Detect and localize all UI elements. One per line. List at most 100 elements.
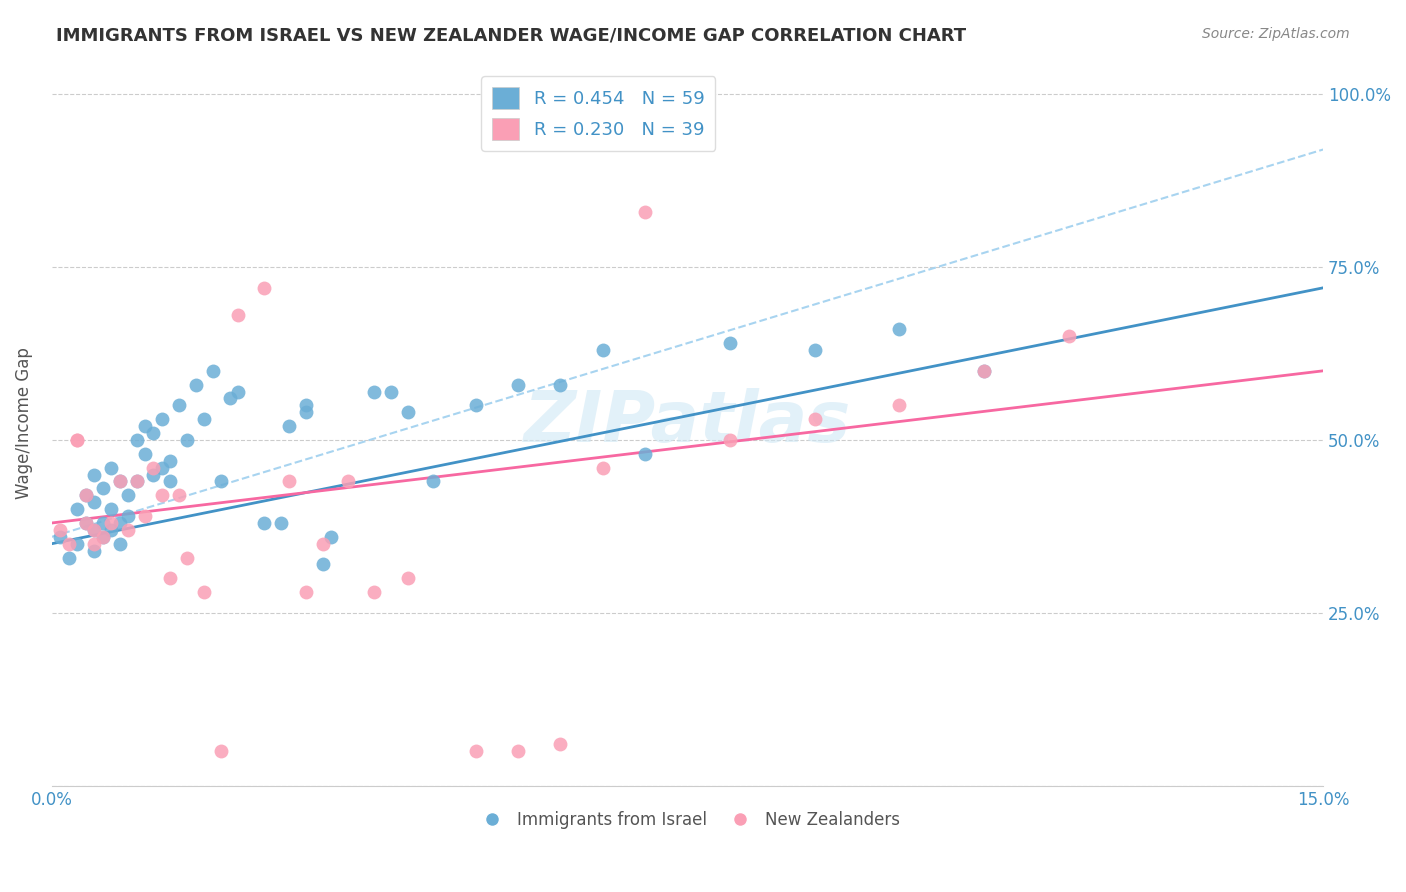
Point — [83, 537, 105, 551]
Point — [100, 502, 122, 516]
Point — [253, 516, 276, 530]
Point — [159, 454, 181, 468]
Point — [550, 737, 572, 751]
Point — [167, 398, 190, 412]
Point — [592, 343, 614, 357]
Point — [58, 537, 80, 551]
Point — [108, 537, 131, 551]
Text: IMMIGRANTS FROM ISRAEL VS NEW ZEALANDER WAGE/INCOME GAP CORRELATION CHART: IMMIGRANTS FROM ISRAEL VS NEW ZEALANDER … — [56, 27, 966, 45]
Point — [100, 516, 122, 530]
Point — [464, 398, 486, 412]
Point — [117, 509, 139, 524]
Point — [142, 460, 165, 475]
Point — [634, 447, 657, 461]
Point — [66, 502, 89, 516]
Point — [226, 309, 249, 323]
Point — [75, 516, 97, 530]
Point — [193, 412, 215, 426]
Point — [422, 475, 444, 489]
Point — [91, 530, 114, 544]
Point — [142, 426, 165, 441]
Point — [91, 482, 114, 496]
Point — [83, 495, 105, 509]
Point — [150, 488, 173, 502]
Point — [75, 516, 97, 530]
Y-axis label: Wage/Income Gap: Wage/Income Gap — [15, 347, 32, 499]
Point — [380, 384, 402, 399]
Point — [125, 433, 148, 447]
Point — [634, 204, 657, 219]
Point — [150, 412, 173, 426]
Point — [363, 384, 385, 399]
Point — [108, 475, 131, 489]
Point — [100, 523, 122, 537]
Point — [226, 384, 249, 399]
Point — [134, 447, 156, 461]
Point — [973, 364, 995, 378]
Point — [1057, 329, 1080, 343]
Point — [49, 530, 72, 544]
Point — [218, 392, 240, 406]
Point — [201, 364, 224, 378]
Point — [803, 412, 825, 426]
Point — [209, 744, 232, 758]
Point — [592, 460, 614, 475]
Point — [295, 585, 318, 599]
Point — [464, 744, 486, 758]
Point — [75, 488, 97, 502]
Point — [58, 550, 80, 565]
Point — [108, 475, 131, 489]
Point — [117, 523, 139, 537]
Point — [253, 281, 276, 295]
Point — [91, 516, 114, 530]
Point — [295, 405, 318, 419]
Point — [176, 433, 198, 447]
Point — [889, 398, 911, 412]
Point — [396, 571, 419, 585]
Point — [396, 405, 419, 419]
Point — [295, 398, 318, 412]
Point — [66, 433, 89, 447]
Point — [176, 550, 198, 565]
Point — [83, 467, 105, 482]
Point — [209, 475, 232, 489]
Point — [134, 419, 156, 434]
Legend: Immigrants from Israel, New Zealanders: Immigrants from Israel, New Zealanders — [468, 805, 907, 836]
Point — [83, 523, 105, 537]
Point — [83, 523, 105, 537]
Point — [718, 336, 741, 351]
Point — [159, 571, 181, 585]
Point — [337, 475, 360, 489]
Point — [75, 488, 97, 502]
Point — [167, 488, 190, 502]
Point — [550, 377, 572, 392]
Point — [803, 343, 825, 357]
Point — [125, 475, 148, 489]
Point — [184, 377, 207, 392]
Point — [108, 516, 131, 530]
Point — [321, 530, 343, 544]
Point — [66, 537, 89, 551]
Point — [91, 530, 114, 544]
Point — [312, 558, 335, 572]
Point — [506, 744, 529, 758]
Point — [159, 475, 181, 489]
Point — [142, 467, 165, 482]
Point — [312, 537, 335, 551]
Point — [117, 488, 139, 502]
Point — [125, 475, 148, 489]
Point — [889, 322, 911, 336]
Point — [83, 543, 105, 558]
Text: ZIPatlas: ZIPatlas — [524, 388, 851, 458]
Text: Source: ZipAtlas.com: Source: ZipAtlas.com — [1202, 27, 1350, 41]
Point — [278, 475, 301, 489]
Point — [150, 460, 173, 475]
Point — [718, 433, 741, 447]
Point — [66, 433, 89, 447]
Point — [134, 509, 156, 524]
Point — [193, 585, 215, 599]
Point — [278, 419, 301, 434]
Point — [270, 516, 292, 530]
Point — [363, 585, 385, 599]
Point — [100, 460, 122, 475]
